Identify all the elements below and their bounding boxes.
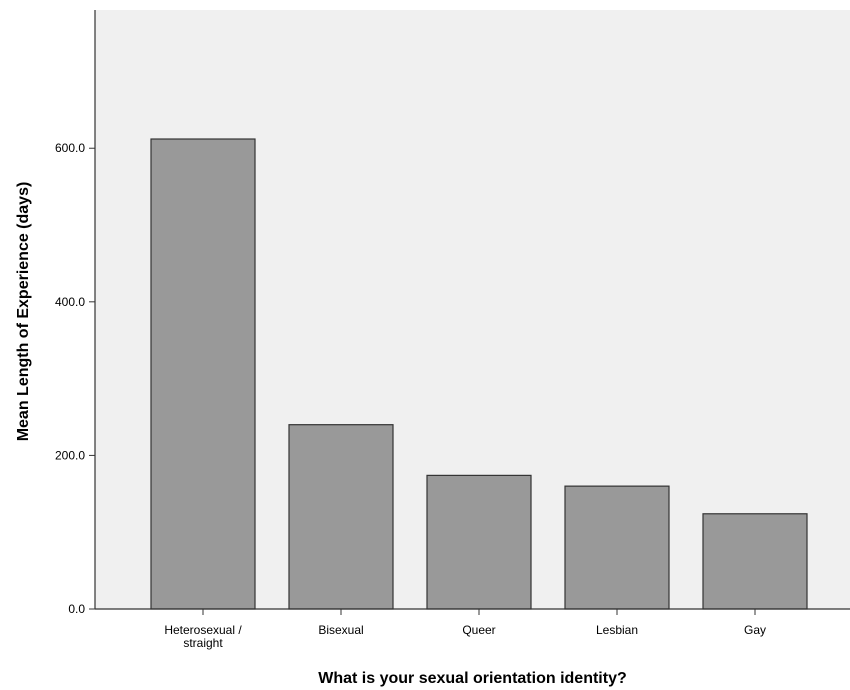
x-tick-label: Gay bbox=[744, 623, 766, 637]
x-tick-label: Lesbian bbox=[596, 623, 638, 637]
x-ticks-group: Heterosexual / straight Bisexual Queer Lesbi… bbox=[164, 609, 766, 650]
x-tick-label: Heterosexual / straight bbox=[164, 623, 242, 650]
bars-group bbox=[150, 138, 808, 610]
y-axis-title: Mean Length of Experience (days) bbox=[15, 182, 32, 442]
axes-group bbox=[94, 10, 850, 610]
x-tick-label: Bisexual bbox=[318, 623, 363, 637]
bar-queer bbox=[426, 474, 532, 610]
bar-gay bbox=[702, 513, 808, 610]
bar-lesbian bbox=[564, 485, 670, 610]
x-axis-title: What is your sexual orientation identity… bbox=[318, 670, 626, 687]
bar-heterosexual-straight bbox=[150, 138, 256, 610]
x-tick-label: Queer bbox=[462, 623, 495, 637]
y-tick-label: 0.0 bbox=[68, 602, 85, 616]
y-tick-label: 400.0 bbox=[55, 295, 85, 309]
y-ticks-group: 0.0 200.0 400.0 600.0 bbox=[55, 141, 95, 616]
y-tick-label: 600.0 bbox=[55, 141, 85, 155]
y-tick-label: 200.0 bbox=[55, 448, 85, 462]
bar-bisexual bbox=[288, 424, 394, 610]
